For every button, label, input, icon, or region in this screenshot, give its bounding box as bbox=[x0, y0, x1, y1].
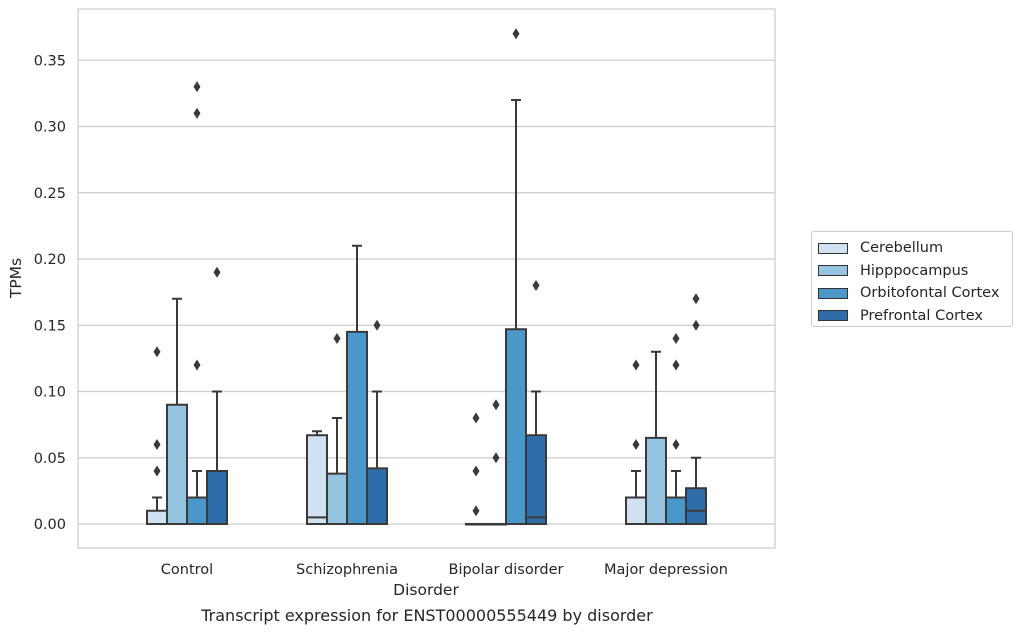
legend-label: Orbitofontal Cortex bbox=[860, 285, 1000, 302]
outlier-point bbox=[373, 319, 381, 331]
box-cerebellum bbox=[625, 359, 647, 525]
legend-item: Cerebellum bbox=[818, 237, 1012, 260]
outlier-point bbox=[193, 107, 201, 119]
legend-label: Cerebellum bbox=[860, 240, 944, 257]
y-tick-label: 0.05 bbox=[34, 451, 66, 467]
outlier-point bbox=[193, 359, 201, 371]
box-hipppocampus bbox=[166, 297, 188, 525]
legend-swatch bbox=[818, 287, 848, 299]
box-prefrontal-cortex bbox=[206, 266, 228, 525]
y-tick-label: 0.00 bbox=[34, 517, 66, 533]
box-prefrontal-cortex bbox=[366, 319, 388, 526]
x-axis-ticks: Control Schizophrenia Bipolar disorder Majo… bbox=[161, 562, 728, 578]
box-orbitofontal-cortex bbox=[665, 333, 687, 525]
x-tick-label: Schizophrenia bbox=[296, 562, 398, 578]
outlier-point bbox=[632, 359, 640, 371]
y-tick-label: 0.10 bbox=[34, 385, 66, 401]
outlier-point bbox=[472, 465, 480, 477]
y-tick-label: 0.20 bbox=[34, 252, 66, 268]
box-rect bbox=[166, 403, 188, 525]
box-rect bbox=[665, 496, 687, 525]
x-tick-label: Control bbox=[161, 562, 213, 578]
grid-lines bbox=[78, 59, 775, 525]
box-rect bbox=[525, 434, 547, 526]
outlier-point bbox=[213, 266, 221, 278]
y-axis-ticks: 0.00 0.05 0.10 0.15 0.20 0.25 0.30 0.35 bbox=[34, 53, 66, 533]
box-rect bbox=[186, 496, 208, 525]
x-axis-label: Disorder bbox=[393, 581, 459, 599]
legend-item: Hipppocampus bbox=[818, 260, 1012, 283]
y-tick-label: 0.15 bbox=[34, 318, 66, 334]
outlier-point bbox=[532, 280, 540, 291]
outlier-point bbox=[193, 81, 201, 93]
legend-label: Hipppocampus bbox=[860, 262, 969, 279]
box-cerebellum bbox=[465, 412, 487, 526]
legend-swatch bbox=[818, 265, 848, 277]
outlier-point bbox=[672, 439, 680, 450]
box-rect bbox=[346, 330, 368, 525]
outlier-point bbox=[492, 399, 500, 411]
outlier-point bbox=[692, 293, 700, 305]
x-tick-label: Major depression bbox=[604, 562, 728, 578]
box-hipppocampus bbox=[485, 399, 507, 526]
chart-caption: Transcript expression for ENST0000055544… bbox=[201, 606, 653, 625]
box-cerebellum bbox=[146, 346, 168, 525]
box-hipppocampus bbox=[645, 350, 667, 525]
outlier-point bbox=[153, 346, 161, 358]
box-orbitofontal-cortex bbox=[346, 244, 368, 525]
box-rect bbox=[625, 496, 647, 525]
box-prefrontal-cortex bbox=[685, 293, 707, 526]
box-orbitofontal-cortex bbox=[186, 81, 208, 525]
outlier-point bbox=[153, 439, 161, 450]
box-rect bbox=[306, 434, 328, 526]
box-rect bbox=[685, 487, 707, 526]
box-series bbox=[146, 28, 707, 526]
legend-swatch bbox=[818, 242, 848, 254]
y-axis-label: TPMs bbox=[7, 258, 25, 299]
y-tick-label: 0.30 bbox=[34, 120, 66, 136]
outlier-point bbox=[333, 333, 341, 344]
box-rect bbox=[146, 509, 168, 525]
outlier-point bbox=[512, 28, 520, 40]
box-orbitofontal-cortex bbox=[505, 28, 527, 525]
box-rect bbox=[366, 467, 388, 526]
box-rect bbox=[645, 436, 667, 525]
legend-item: Prefrontal Cortex bbox=[818, 305, 1012, 328]
plot-area-frame bbox=[77, 8, 776, 549]
outlier-point bbox=[153, 465, 161, 477]
box-rect bbox=[326, 472, 348, 525]
legend-swatch bbox=[818, 310, 848, 322]
box-rect bbox=[206, 470, 228, 525]
box-cerebellum bbox=[306, 430, 328, 526]
outlier-point bbox=[672, 359, 680, 371]
outlier-point bbox=[492, 452, 500, 464]
y-tick-label: 0.35 bbox=[34, 53, 66, 69]
y-tick-label: 0.25 bbox=[34, 186, 66, 202]
box-rect bbox=[505, 328, 527, 525]
x-tick-label: Bipolar disorder bbox=[449, 562, 564, 578]
outlier-point bbox=[472, 412, 480, 424]
legend-label: Prefrontal Cortex bbox=[860, 307, 983, 324]
outlier-point bbox=[472, 505, 480, 517]
outlier-point bbox=[632, 439, 640, 450]
outlier-point bbox=[672, 333, 680, 344]
outlier-point bbox=[692, 319, 700, 331]
legend-item: Orbitofontal Cortex bbox=[818, 282, 1012, 305]
box-prefrontal-cortex bbox=[525, 280, 547, 526]
box-hipppocampus bbox=[326, 333, 348, 525]
legend: Cerebellum Hipppocampus Orbitofontal Corte… bbox=[811, 231, 1013, 327]
